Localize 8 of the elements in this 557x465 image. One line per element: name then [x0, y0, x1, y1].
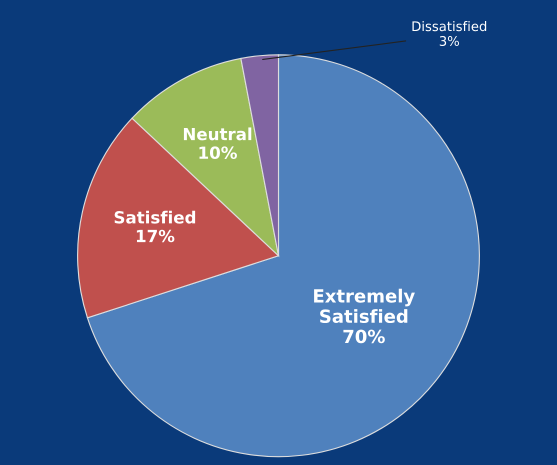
slice-label: Satisfied: [114, 210, 196, 224]
slice-label: Neutral: [184, 127, 252, 140]
slice-label: Dissatisfied: [412, 20, 486, 32]
data-label: 70%: [343, 330, 385, 344]
slice-label: Extremely Satisfied: [314, 288, 415, 324]
data-label: 10%: [199, 146, 237, 160]
data-label: 3%: [440, 36, 459, 46]
data-label: 17%: [136, 230, 174, 242]
